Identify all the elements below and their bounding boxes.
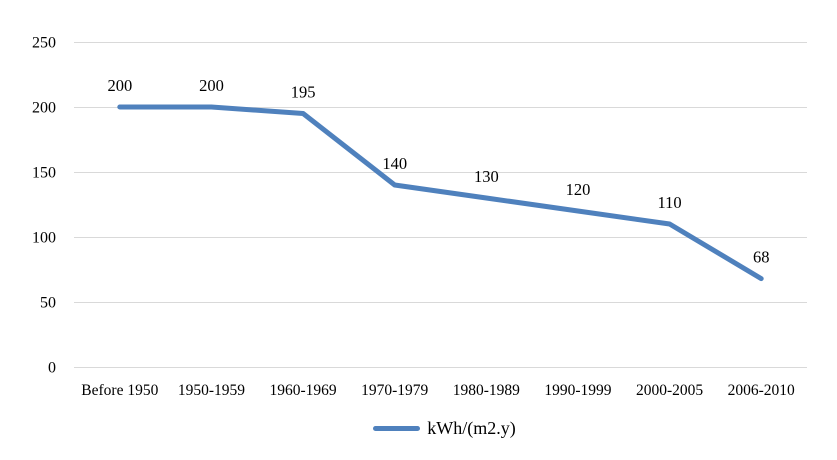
x-tick-label: 1990-1999 [544,382,611,399]
x-tick-label: 1980-1989 [453,382,520,399]
legend-line-swatch [373,425,421,431]
chart-plot-area: 0 50 100 150 200 250 Before 1950 1950-1959 1960-… [32,35,807,399]
data-point-label: 130 [474,167,499,186]
x-tick-label: Before 1950 [81,382,158,399]
data-point-label: 195 [291,83,316,102]
y-tick-label: 250 [32,35,56,52]
data-point-label: 200 [107,76,132,95]
data-point-label: 140 [382,154,407,173]
y-tick-label: 50 [40,295,56,312]
x-tick-label: 1960-1969 [269,382,336,399]
data-point-label: 200 [199,76,224,95]
y-tick-label: 0 [48,360,56,377]
data-series-line [117,104,764,282]
x-tick-label: 1970-1979 [361,382,428,399]
x-tick-label: 2006-2010 [728,382,795,399]
y-tick-label: 150 [32,165,56,182]
x-tick-label: 2000-2005 [636,382,703,399]
y-tick-label: 100 [32,230,56,247]
data-point-label: 110 [657,193,681,212]
data-point-label: 120 [566,180,591,199]
x-tick-label: 1950-1959 [178,382,245,399]
chart-legend: kWh/(m2.y) [0,419,837,437]
legend-label: kWh/(m2.y) [427,418,516,438]
y-tick-label: 200 [32,100,56,117]
data-point-label: 68 [753,248,770,267]
